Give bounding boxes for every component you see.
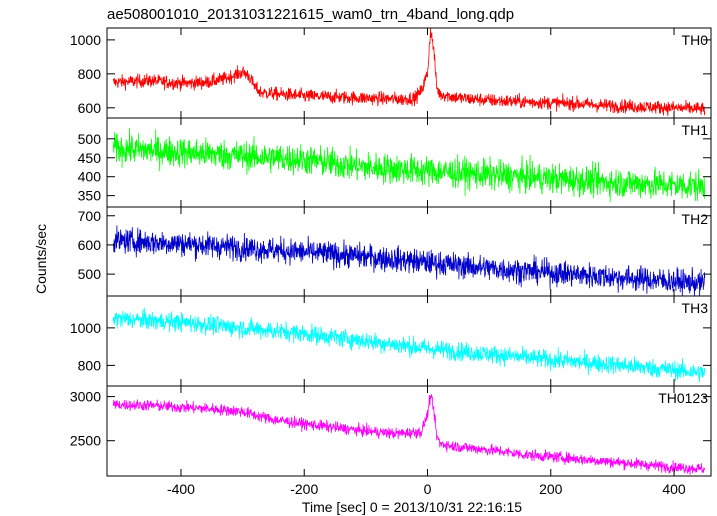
- panel-th2: 500 600 700 TH2: [78, 206, 712, 297]
- y-tick-label: 500: [78, 131, 102, 147]
- series-line-th1: [112, 128, 706, 203]
- panel-th1: 350 400 450 500 TH1: [78, 117, 712, 208]
- series-line-th0123: [112, 394, 706, 475]
- y-tick-label: 1000: [70, 32, 101, 48]
- x-tick-label: 0: [424, 481, 432, 497]
- y-tick-label: 3000: [70, 389, 101, 405]
- y-tick-label: 600: [78, 100, 102, 116]
- panel-th0123: 2500 3000 TH0123: [70, 385, 712, 477]
- panel-label: TH0: [682, 32, 709, 48]
- panel-label: TH1: [682, 122, 709, 138]
- panel-th3: 800 1000 TH3: [70, 295, 712, 387]
- panel-label: TH2: [682, 211, 709, 227]
- series-line-th2: [112, 225, 706, 297]
- series-line-th0: [112, 28, 706, 116]
- y-tick-label: 2500: [70, 433, 101, 449]
- panels: 600 800 1000 TH0 350 400 450 500 TH1 500 600 700 TH2…: [70, 27, 712, 497]
- y-tick-label: 500: [78, 266, 102, 282]
- panel-label: TH0123: [658, 390, 708, 406]
- panel-th0: 600 800 1000 TH0: [70, 27, 712, 119]
- x-axis-label: Time [sec] 0 = 2013/10/31 22:16:15: [302, 499, 522, 515]
- y-tick-label: 800: [78, 357, 102, 373]
- y-tick-label: 600: [78, 237, 102, 253]
- series-line-th3: [112, 307, 706, 383]
- y-tick-label: 400: [78, 169, 102, 185]
- y-tick-label: 1000: [70, 320, 101, 336]
- y-tick-label: 800: [78, 66, 102, 82]
- y-tick-label: 700: [78, 208, 102, 224]
- panel-frame: [106, 385, 712, 477]
- x-tick-label: 400: [662, 481, 686, 497]
- y-tick-label: 450: [78, 150, 102, 166]
- x-tick-label: -400: [167, 481, 195, 497]
- x-tick-label: -200: [290, 481, 318, 497]
- y-tick-label: 350: [78, 188, 102, 204]
- y-axis-label: Counts/sec: [33, 224, 49, 294]
- chart-title: ae508001010_20131031221615_wam0_trn_4ban…: [107, 6, 514, 23]
- x-tick-label: 200: [539, 481, 563, 497]
- panel-label: TH3: [682, 300, 709, 316]
